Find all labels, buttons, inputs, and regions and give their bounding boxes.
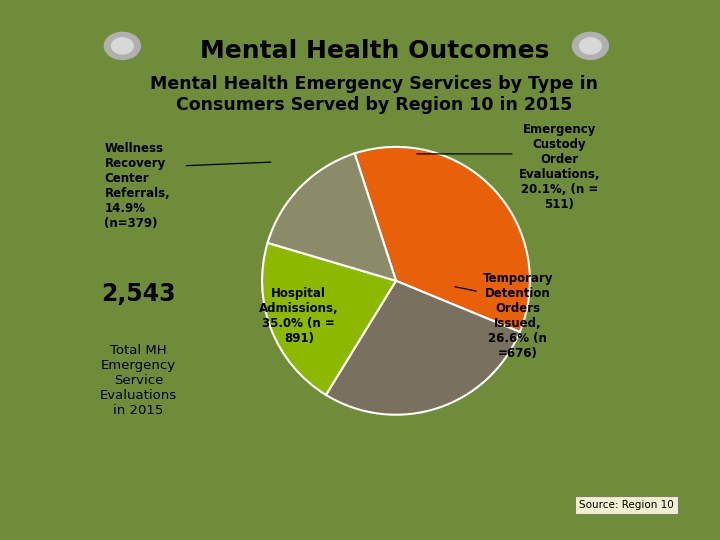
Circle shape bbox=[112, 38, 133, 54]
Circle shape bbox=[580, 38, 601, 54]
Wedge shape bbox=[262, 243, 396, 395]
Circle shape bbox=[104, 32, 140, 59]
Text: Total MH
Emergency
Service
Evaluations
in 2015: Total MH Emergency Service Evaluations i… bbox=[100, 344, 177, 417]
Wedge shape bbox=[326, 281, 520, 415]
Text: Source: Region 10: Source: Region 10 bbox=[579, 500, 674, 510]
Text: Temporary
Detention
Orders
Issued,
26.6% (n
=676): Temporary Detention Orders Issued, 26.6%… bbox=[482, 272, 553, 360]
Text: Emergency
Custody
Order
Evaluations,
20.1%, (n =
511): Emergency Custody Order Evaluations, 20.… bbox=[518, 124, 600, 211]
Text: 2,543: 2,543 bbox=[102, 282, 176, 306]
Circle shape bbox=[572, 32, 608, 59]
Wedge shape bbox=[268, 153, 396, 281]
Text: Mental Health Outcomes: Mental Health Outcomes bbox=[199, 39, 549, 63]
Text: Hospital
Admissions,
35.0% (n =
891): Hospital Admissions, 35.0% (n = 891) bbox=[259, 287, 338, 345]
Text: Wellness
Recovery
Center
Referrals,
14.9%
(n=379): Wellness Recovery Center Referrals, 14.9… bbox=[104, 143, 170, 230]
Text: Mental Health Emergency Services by Type in
Consumers Served by Region 10 in 201: Mental Health Emergency Services by Type… bbox=[150, 75, 598, 114]
Wedge shape bbox=[355, 147, 530, 332]
